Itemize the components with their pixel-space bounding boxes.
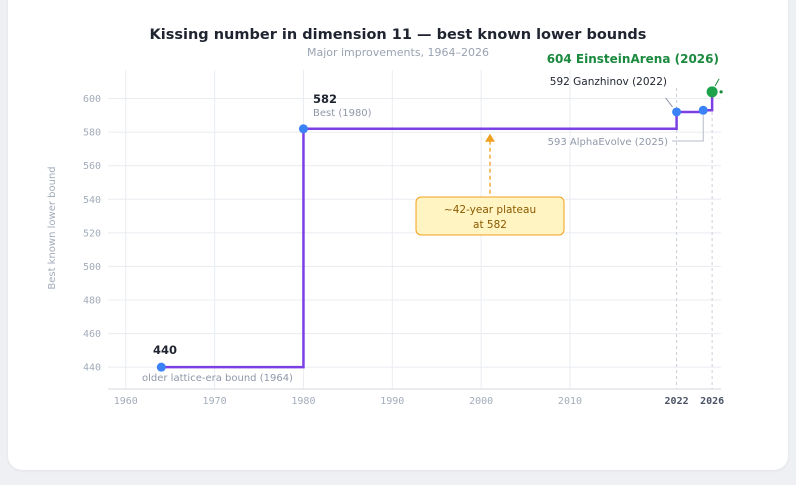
plateau-text-line-2: at 582 (473, 219, 507, 231)
grid-lines (108, 70, 721, 390)
y-tick-label: 440 (83, 363, 101, 374)
annotation-group: ~42-year plateau at 582 440 older lattice-e… (142, 52, 723, 384)
marker-2022-label: 592 Ganzhinov (2022) (550, 76, 667, 88)
y-tick-label: 480 (83, 296, 101, 307)
y-tick-label: 540 (83, 195, 101, 206)
y-tick-label: 460 (83, 329, 101, 340)
plateau-box (415, 196, 565, 236)
y-tick-label: 560 (83, 161, 101, 172)
chart-card (8, 0, 788, 470)
marker-1964-label: older lattice-era bound (1964) (142, 373, 293, 384)
y-axis-label: Best known lower bound (47, 166, 58, 289)
x-tick-label: 1960 (114, 396, 138, 407)
marker-1964 (156, 362, 166, 372)
y-tick-label: 580 (83, 128, 101, 139)
marker-2026-dot (719, 90, 723, 94)
x-tick-label-highlight: 2026 (700, 396, 724, 407)
chart-subtitle: Major improvements, 1964–2026 (307, 46, 489, 59)
y-tick-label: 520 (83, 228, 101, 239)
x-tick-label: 2000 (469, 396, 493, 407)
x-tick-label-highlight: 2022 (665, 396, 689, 407)
x-tick-label: 1970 (203, 396, 227, 407)
chart-title: Kissing number in dimension 11 — best kn… (150, 27, 647, 43)
marker-2025-label: 593 AlphaEvolve (2025) (548, 137, 668, 148)
plateau-text-line-1: ~42-year plateau (444, 204, 536, 216)
marker-1964-value: 440 (153, 343, 177, 357)
x-tick-label: 2010 (558, 396, 582, 407)
guide-lines (676, 88, 713, 389)
marker-2022 (672, 107, 682, 117)
marker-2026-leader (714, 78, 720, 87)
marker-2025 (698, 105, 708, 115)
marker-2026-label: 604 EinsteinArena (2026) (547, 52, 719, 66)
y-tick-label: 600 (83, 94, 101, 105)
y-tick-labels: 440 460 480 500 520 540 560 580 600 (83, 94, 101, 374)
marker-2025-leader (672, 115, 704, 142)
marker-2022-leader (665, 97, 673, 108)
marker-1980 (298, 124, 308, 134)
marker-1980-value: 582 (313, 92, 337, 106)
x-tick-label: 1990 (380, 396, 404, 407)
plateau-arrow-head (485, 133, 496, 142)
marker-1980-label: Best (1980) (313, 108, 372, 119)
x-tick-labels: 1960 1970 1980 1990 2000 2010 2022 2026 (114, 396, 724, 407)
y-tick-label: 500 (83, 262, 101, 273)
marker-2026 (706, 86, 718, 98)
x-tick-label: 1980 (291, 396, 315, 407)
marker-group (156, 86, 718, 372)
